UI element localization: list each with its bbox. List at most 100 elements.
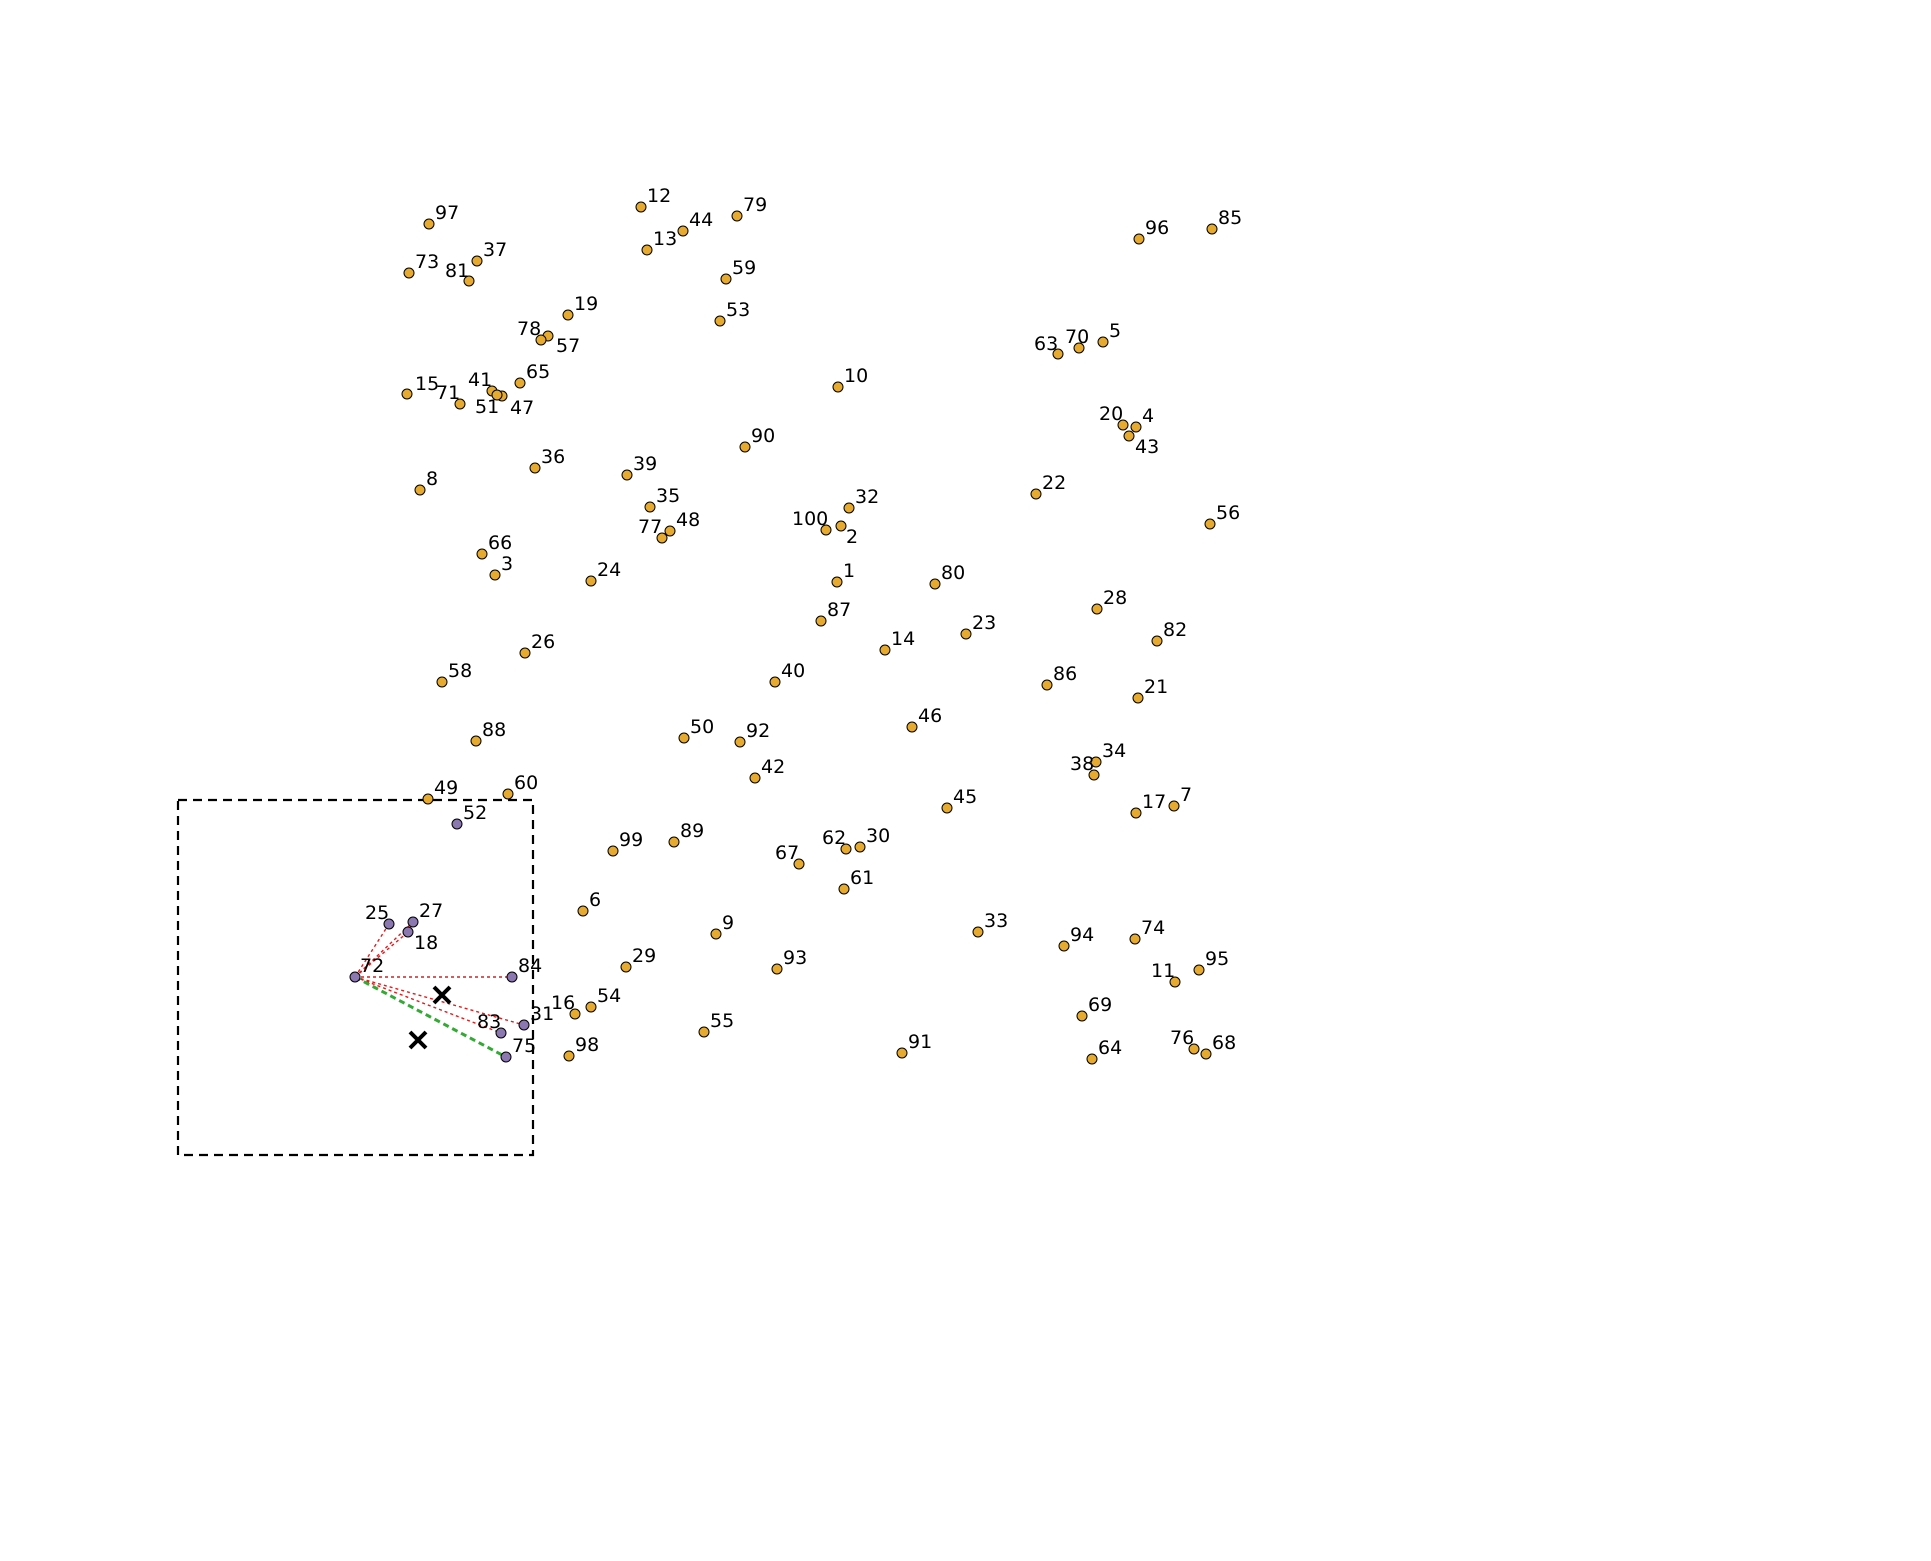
point-label-52: 52: [463, 802, 487, 824]
point-11: [1169, 976, 1181, 988]
point-73: [403, 267, 415, 279]
point-label-72: 72: [360, 955, 384, 977]
point-label-88: 88: [482, 719, 506, 741]
point-label-50: 50: [690, 716, 714, 738]
point-92: [734, 736, 746, 748]
point-58: [436, 676, 448, 688]
point-14: [879, 644, 891, 656]
point-32: [843, 502, 855, 514]
point-label-6: 6: [589, 889, 601, 911]
point-84: [506, 971, 518, 983]
point-label-22: 22: [1042, 472, 1066, 494]
point-93: [771, 963, 783, 975]
point-label-23: 23: [972, 612, 996, 634]
point-label-14: 14: [891, 628, 915, 650]
point-label-35: 35: [656, 485, 680, 507]
point-label-24: 24: [597, 559, 621, 581]
point-label-3: 3: [501, 553, 513, 575]
point-label-13: 13: [653, 228, 677, 250]
point-33: [972, 926, 984, 938]
point-label-2: 2: [846, 526, 858, 548]
point-83: [495, 1027, 507, 1039]
point-label-48: 48: [676, 509, 700, 531]
point-label-86: 86: [1053, 663, 1077, 685]
point-39: [621, 469, 633, 481]
point-label-51: 51: [475, 396, 499, 418]
point-label-75: 75: [512, 1035, 536, 1057]
point-100: [820, 524, 832, 536]
point-97: [423, 218, 435, 230]
point-label-84: 84: [518, 955, 542, 977]
point-70: [1073, 342, 1085, 354]
point-23: [960, 628, 972, 640]
point-9: [710, 928, 722, 940]
point-51: [491, 389, 503, 401]
point-label-16: 16: [551, 992, 575, 1014]
point-82: [1151, 635, 1163, 647]
point-86: [1041, 679, 1053, 691]
point-label-67: 67: [775, 842, 799, 864]
point-18: [402, 926, 414, 938]
point-label-12: 12: [647, 185, 671, 207]
point-46: [906, 721, 918, 733]
point-label-59: 59: [732, 257, 756, 279]
point-label-27: 27: [419, 900, 443, 922]
point-label-11: 11: [1151, 960, 1175, 982]
point-label-4: 4: [1142, 405, 1154, 427]
point-label-56: 56: [1216, 502, 1240, 524]
candidate-edge-72-25: [354, 923, 390, 978]
point-label-25: 25: [365, 902, 389, 924]
point-label-54: 54: [597, 985, 621, 1007]
point-50: [678, 732, 690, 744]
point-label-9: 9: [722, 912, 734, 934]
point-29: [620, 961, 632, 973]
point-label-100: 100: [792, 508, 828, 530]
point-label-44: 44: [689, 209, 713, 231]
point-63: [1052, 348, 1064, 360]
point-99: [607, 845, 619, 857]
point-label-82: 82: [1163, 619, 1187, 641]
point-label-68: 68: [1212, 1032, 1236, 1054]
point-96: [1133, 233, 1145, 245]
point-label-40: 40: [781, 660, 805, 682]
point-label-32: 32: [855, 486, 879, 508]
point-81: [463, 275, 475, 287]
point-label-60: 60: [514, 772, 538, 794]
x-mark-icon: [432, 985, 452, 1005]
point-label-94: 94: [1070, 924, 1094, 946]
point-21: [1132, 692, 1144, 704]
point-label-77: 77: [638, 516, 662, 538]
point-55: [698, 1026, 710, 1038]
point-25: [383, 918, 395, 930]
point-31: [518, 1019, 530, 1031]
point-15: [401, 388, 413, 400]
point-label-21: 21: [1144, 676, 1168, 698]
point-label-49: 49: [434, 777, 458, 799]
point-66: [476, 548, 488, 560]
point-label-26: 26: [531, 631, 555, 653]
point-42: [749, 772, 761, 784]
point-64: [1086, 1053, 1098, 1065]
point-94: [1058, 940, 1070, 952]
point-17: [1130, 807, 1142, 819]
point-label-46: 46: [918, 705, 942, 727]
point-label-70: 70: [1065, 326, 1089, 348]
point-5: [1097, 336, 1109, 348]
point-label-81: 81: [445, 260, 469, 282]
point-label-20: 20: [1099, 403, 1123, 425]
point-label-90: 90: [751, 425, 775, 447]
point-59: [720, 273, 732, 285]
point-label-63: 63: [1034, 333, 1058, 355]
chosen-edge-72-75: [354, 975, 507, 1059]
point-37: [471, 255, 483, 267]
point-8: [414, 484, 426, 496]
point-87: [815, 615, 827, 627]
point-label-79: 79: [743, 194, 767, 216]
point-label-80: 80: [941, 562, 965, 584]
candidate-edge-72-31: [354, 976, 525, 1026]
point-77: [656, 532, 668, 544]
point-label-38: 38: [1070, 753, 1094, 775]
point-label-74: 74: [1141, 917, 1165, 939]
point-30: [854, 841, 866, 853]
